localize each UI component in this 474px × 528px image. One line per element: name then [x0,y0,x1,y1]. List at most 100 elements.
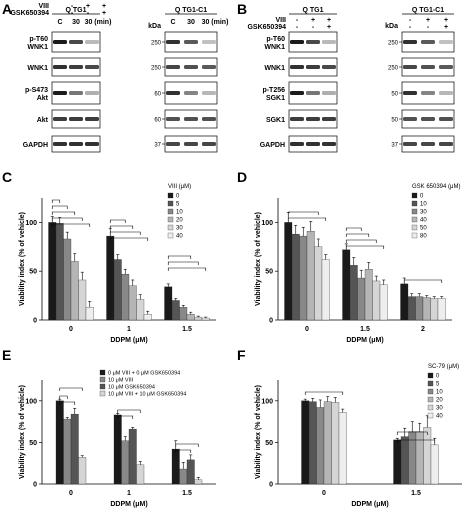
y-tick-label: 0 [269,482,273,489]
legend-swatch [167,216,174,223]
blot-row-label: Akt [37,95,49,102]
bar [323,401,332,485]
blot-band [290,117,304,121]
y-tick-label: 100 [261,398,273,405]
blot-band [53,117,67,121]
bar [349,265,358,321]
y-tick-label: 50 [265,440,273,447]
legend-label: 5 [176,202,180,208]
blot-band [421,91,435,95]
y-axis-label: Viability index (% of vehicle) [255,385,262,479]
bar [372,280,381,321]
legend-title: SC-79 (μM) [428,364,459,370]
legend-label: 10 [436,390,443,396]
blot-title-left: Q TG1 [65,7,86,14]
blot-band [322,91,336,95]
bar [338,412,347,485]
blot-band [69,142,83,146]
legend-swatch [427,404,434,411]
blot-band [290,65,304,69]
bar [171,300,180,321]
y-tick-label: 0 [269,318,273,325]
x-tick-label: 1 [127,490,131,497]
significance-bracket [345,227,362,231]
bar [113,414,122,485]
lane-header: 30 (min) [202,19,229,26]
x-tick-label: 1.5 [411,490,421,497]
blot-band [85,117,99,121]
bar [113,259,122,321]
treatment-sign: + [327,17,331,24]
legend-label: 0 [420,194,424,200]
treatment-label: GSK650394 [247,24,286,31]
legend-label: 10 [420,202,427,208]
bar [314,246,323,321]
bar [143,313,152,321]
y-axis-label: Viability index (% of vehicle) [19,212,26,306]
legend-label: 50 [420,226,427,232]
legend-swatch [427,396,434,403]
bar [407,296,416,321]
significance-bracket [109,231,141,235]
significance-bracket [345,245,385,249]
significance-bracket [175,443,199,447]
blot-band [322,65,336,69]
treatment-sign: - [296,17,299,24]
legend-swatch [167,192,174,199]
legend-label: 0 μM VIII + 0 μM GSK650394 [108,371,180,377]
legend-swatch [411,216,418,223]
legend-swatch [427,388,434,395]
bar [164,286,173,321]
treatment-sign: + [311,17,315,24]
kda-marker: 60 [154,118,161,124]
y-axis-label: Viability index (% of vehicle) [19,385,26,479]
bar [128,428,137,485]
panel-letter-e: E [2,347,11,363]
legend-title: GSK 650394 (μM) [412,184,460,190]
treatment-sign: + [102,10,106,17]
blot-band [85,91,99,95]
significance-bracket [167,267,207,271]
legend-swatch [411,224,418,231]
y-tick-label: 50 [29,440,37,447]
blot-band [403,117,417,121]
bar [299,235,308,321]
blot-band [69,91,83,95]
y-tick-label: 0 [33,318,37,325]
bar [308,401,317,485]
blot-row-label: WNK1 [27,44,48,51]
lane-header: 30 (min) [85,19,112,26]
legend-label: 20 [176,218,183,224]
y-tick-label: 100 [25,220,37,227]
bar [306,231,315,321]
blot-row-label: SGK1 [266,95,285,102]
blot-band [166,65,180,69]
blot-band [184,117,198,121]
x-tick-label: 0 [322,490,326,497]
legend-swatch [167,200,174,207]
panel-letter-a: A [2,1,12,17]
bar [186,313,195,321]
significance-bracket [109,225,134,229]
blot-row-label: WNK1 [264,44,285,51]
bar [408,431,417,485]
significance-bracket [345,233,370,237]
blot-title-left: Q TG1 [302,7,323,14]
lane-header: 30 [187,19,195,26]
x-axis-label: DDPM (μM) [110,337,147,344]
legend-label: 0 [176,194,180,200]
bar [331,402,340,485]
bar [291,233,300,321]
blot-band [290,142,304,146]
blot-row-label: GAPDH [23,142,48,149]
significance-bracket [51,217,83,221]
blot-band [166,142,180,146]
legend-swatch [411,192,418,199]
blot-band [322,117,336,121]
kda-marker: 250 [151,66,162,72]
bar [121,440,130,485]
blot-row-label: p-S473 [25,87,48,94]
